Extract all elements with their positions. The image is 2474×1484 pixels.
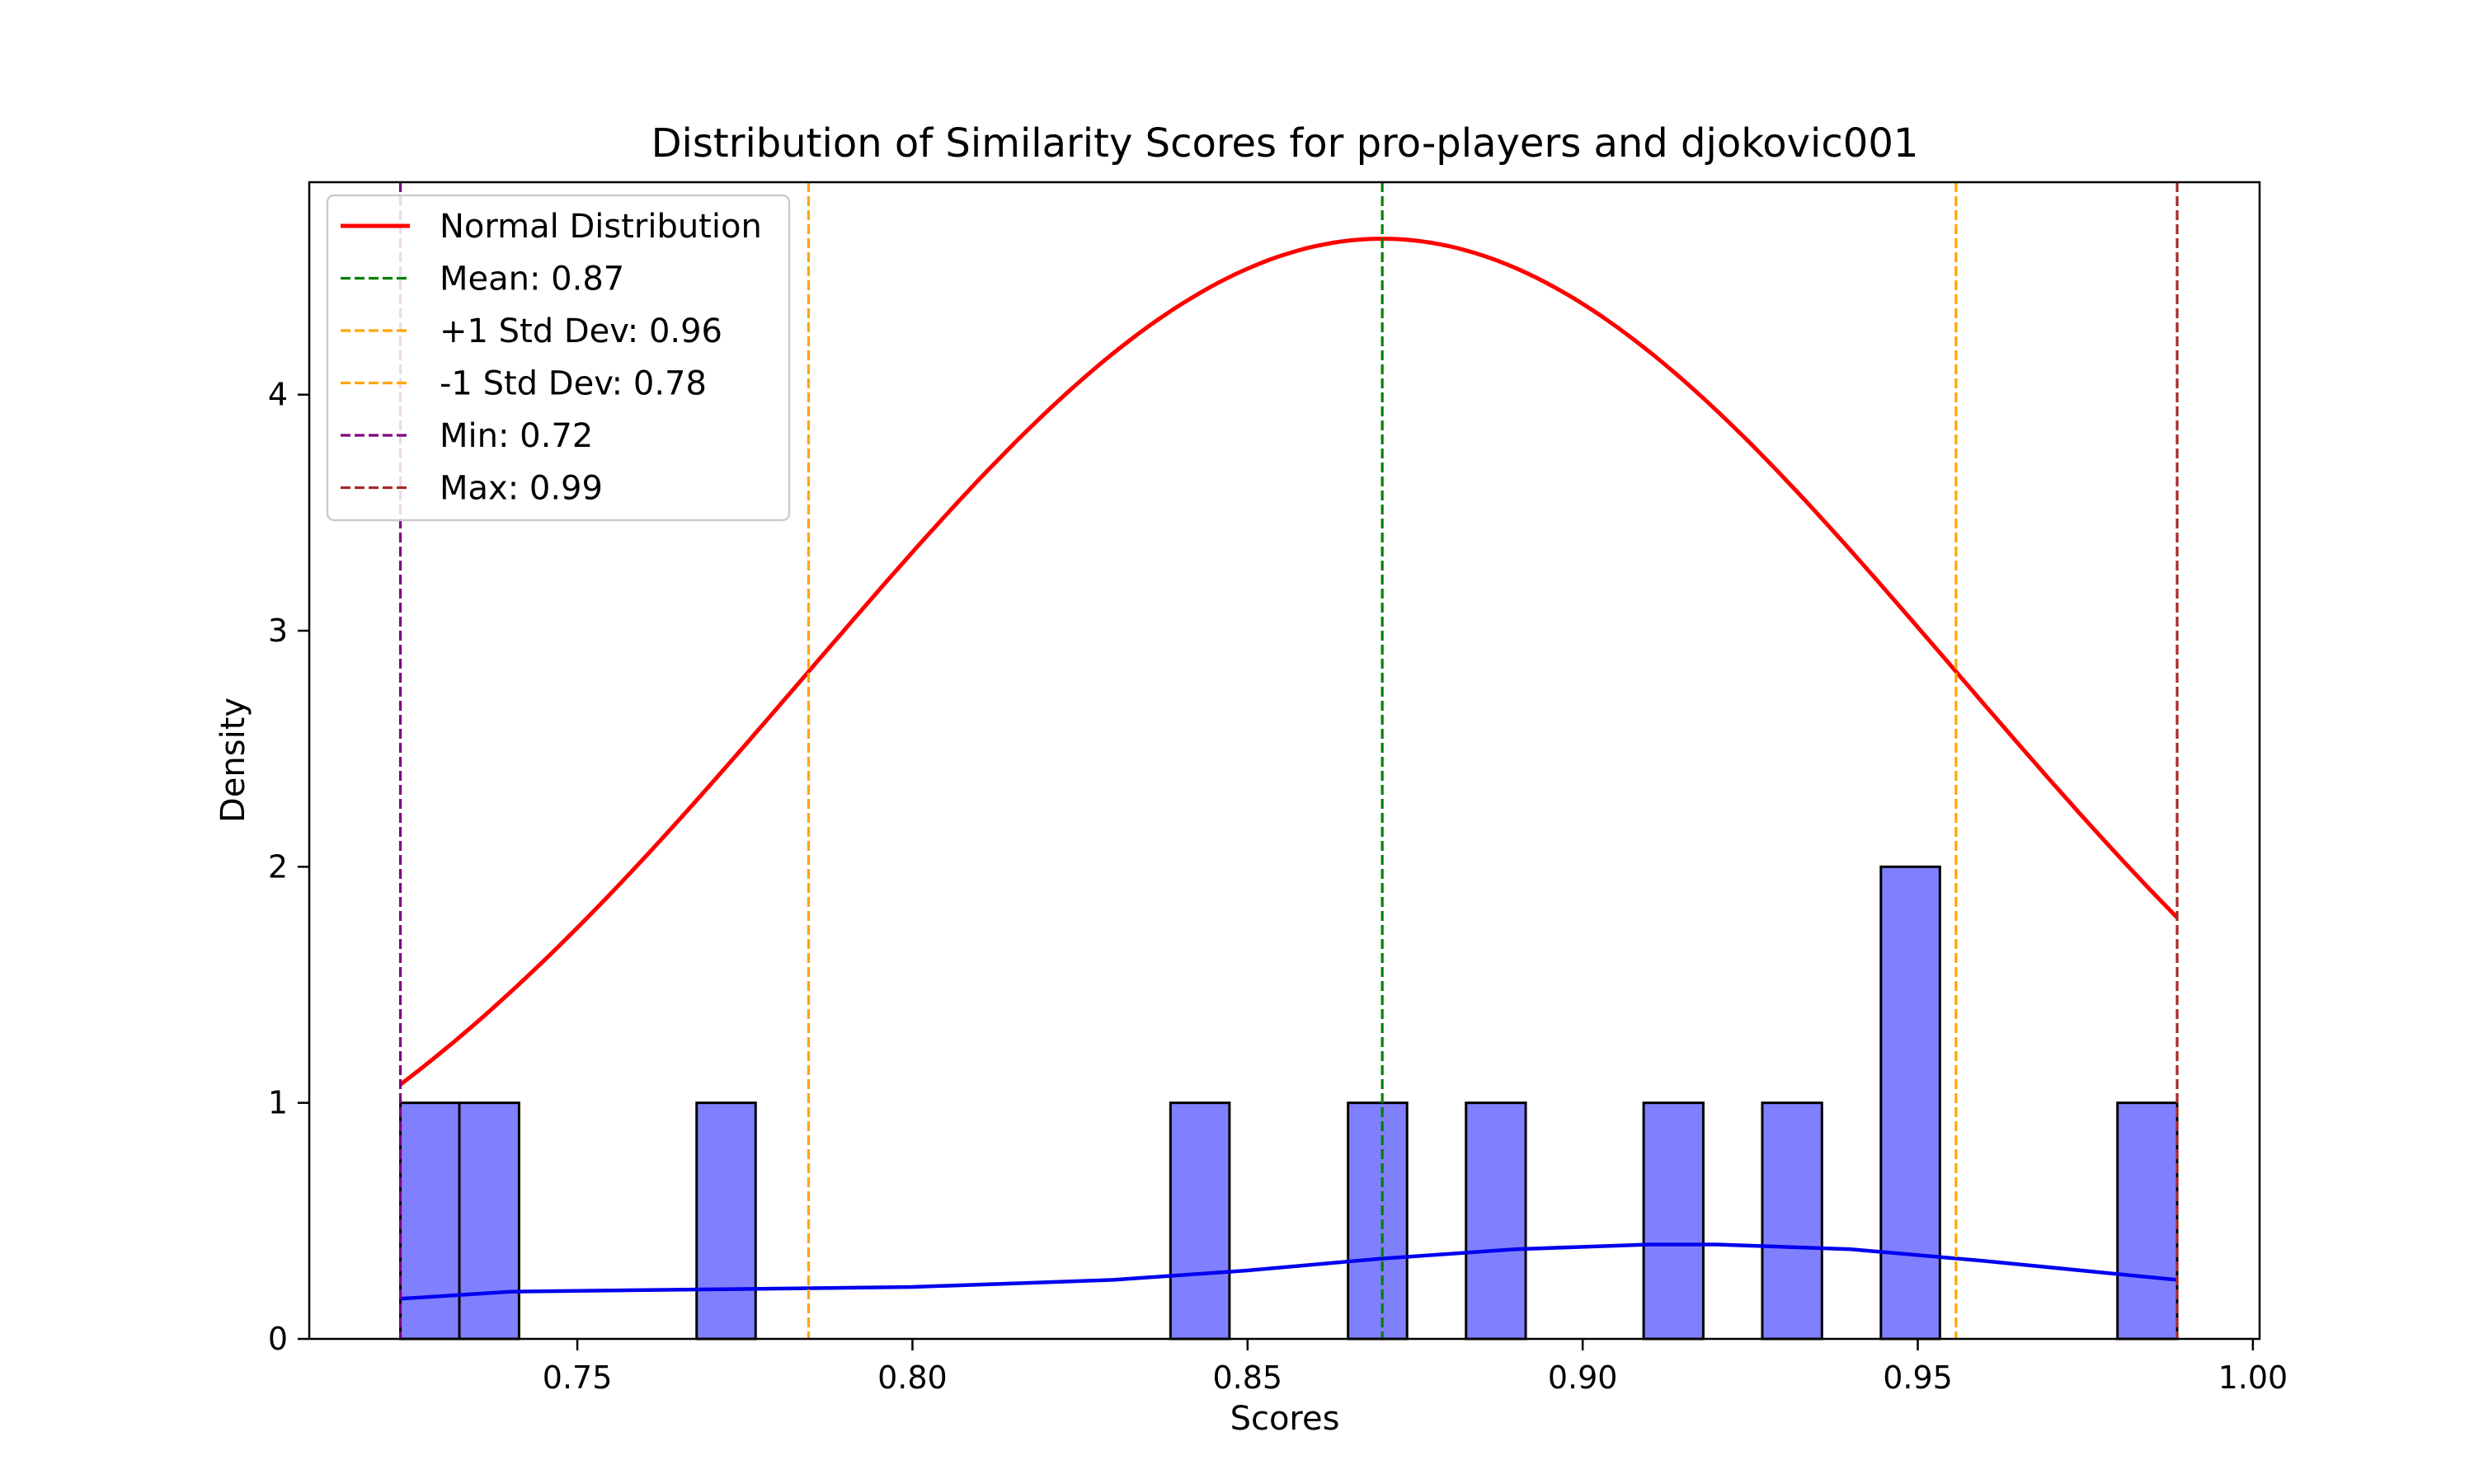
y-tick-label-2: 1 — [268, 1085, 288, 1121]
y-tick-label-4: 3 — [268, 613, 288, 649]
y-tick-label-3: 2 — [268, 848, 288, 885]
histogram-bar-8 — [1761, 1101, 1823, 1341]
legend-label-2: Mean: 0.87 — [440, 261, 624, 298]
x-tick-label-1: 0.75 — [543, 1360, 613, 1396]
histogram-bar-9 — [1879, 865, 1941, 1341]
x-tick-label-3: 0.85 — [1212, 1360, 1282, 1396]
y-axis-label: Density — [214, 697, 252, 823]
x-axis-label: Scores — [1230, 1400, 1340, 1438]
normal-distribution-line — [398, 237, 2179, 1087]
legend-label-1: Normal Distribution — [440, 208, 762, 246]
legend: Normal Distribution Mean: 0.87 +1 Std Dev:… — [326, 194, 791, 522]
x-tick-label-4: 0.90 — [1548, 1360, 1618, 1396]
histogram-bar-3 — [695, 1101, 757, 1341]
x-tick-label-6: 1.00 — [2218, 1360, 2288, 1396]
y-tick-label-1: 0 — [268, 1321, 288, 1357]
y-axis: 0 1 2 3 4 — [268, 377, 309, 1357]
histogram-bar-2 — [458, 1101, 520, 1341]
histogram-bar-5 — [1347, 1101, 1409, 1341]
legend-label-5: Min: 0.72 — [440, 417, 593, 455]
histogram-bar-4 — [1169, 1101, 1231, 1341]
legend-label-3: +1 Std Dev: 0.96 — [440, 312, 722, 350]
histogram-bar-6 — [1465, 1101, 1527, 1341]
x-tick-label-2: 0.80 — [877, 1360, 948, 1396]
plot-frame — [308, 181, 2261, 1341]
histogram-bar-10 — [2116, 1101, 2179, 1341]
histogram-bar-1 — [399, 1101, 461, 1341]
x-tick-label-5: 0.95 — [1883, 1360, 1953, 1396]
chart-title: Distribution of Similarity Scores for pr… — [651, 120, 1919, 167]
plot-area — [398, 182, 2179, 1341]
histogram-bar-7 — [1642, 1101, 1705, 1341]
y-tick-label-5: 4 — [268, 377, 288, 413]
kde-line — [400, 1242, 2178, 1301]
legend-box — [326, 194, 791, 522]
x-axis: 0.75 0.80 0.85 0.90 0.95 1.00 — [543, 1339, 2288, 1396]
legend-label-4: -1 Std Dev: 0.78 — [440, 365, 707, 403]
legend-label-6: Max: 0.99 — [440, 470, 603, 508]
